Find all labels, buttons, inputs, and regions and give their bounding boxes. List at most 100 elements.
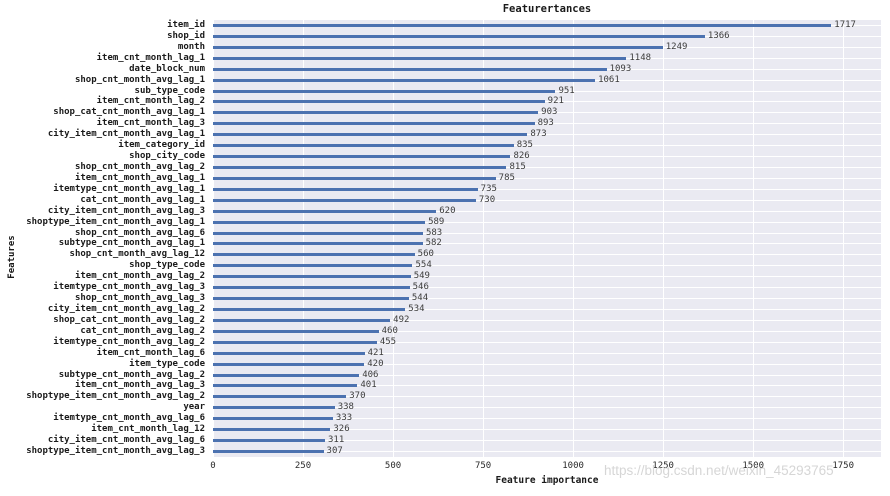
y-tick-label: shop_cnt_month_avg_lag_6: [74, 227, 205, 238]
y-tick-label: shop_type_code: [129, 260, 205, 271]
y-tick-label: date_block_num: [129, 63, 205, 74]
bar: [213, 122, 535, 126]
bar-value-label: 815: [509, 161, 526, 172]
x-tick-label: 1000: [562, 461, 584, 471]
y-tick-label: shoptype_item_cnt_month_avg_lag_2: [26, 391, 205, 402]
horizontal-gridline: [213, 440, 881, 442]
bar-value-label: 546: [412, 282, 429, 293]
horizontal-gridline: [213, 188, 881, 190]
watermark: https://blog.csdn.net/weixin_45293765: [604, 463, 834, 478]
bar: [213, 209, 437, 213]
horizontal-gridline: [213, 101, 881, 103]
x-tick-label: 750: [474, 461, 492, 471]
y-tick-label: subtype_cnt_month_avg_lag_2: [58, 369, 205, 380]
y-tick-label: item_cnt_month_lag_3: [96, 118, 205, 129]
x-tick-label: 1500: [742, 461, 764, 471]
bar-value-label: 735: [480, 183, 497, 194]
bar: [213, 100, 545, 104]
x-tick-label: 500: [384, 461, 402, 471]
bar-value-label: 873: [530, 129, 547, 140]
bar: [213, 308, 406, 311]
horizontal-gridline: [213, 210, 881, 212]
bar: [213, 34, 705, 38]
y-tick-label: month: [177, 41, 205, 52]
bar: [213, 450, 324, 454]
y-tick-label: item_id: [167, 19, 205, 30]
horizontal-gridline: [213, 134, 881, 136]
y-tick-label: itemtype_cnt_month_avg_lag_3: [53, 282, 205, 293]
horizontal-gridline: [213, 156, 881, 158]
vertical-gridline: [303, 20, 305, 457]
y-tick-label: subtype_cnt_month_avg_lag_1: [58, 238, 205, 249]
bar-value-label: 370: [349, 391, 366, 402]
bar-value-label: 560: [417, 249, 434, 260]
bar: [213, 406, 335, 410]
horizontal-gridline: [213, 418, 881, 420]
horizontal-gridline: [213, 232, 881, 234]
bar-value-label: 421: [367, 347, 384, 358]
horizontal-gridline: [213, 309, 881, 310]
bar: [213, 165, 507, 169]
y-tick-label: city_item_cnt_month_avg_lag_2: [47, 304, 205, 314]
vertical-gridline: [573, 20, 575, 457]
y-tick-label: item_cnt_month_avg_lag_2: [74, 271, 205, 282]
horizontal-gridline: [213, 276, 881, 278]
bar: [213, 286, 410, 290]
horizontal-gridline: [213, 429, 881, 431]
horizontal-gridline: [213, 287, 881, 289]
y-tick-label: shop_id: [167, 30, 205, 41]
bar: [213, 187, 478, 191]
bar-value-label: 921: [547, 96, 564, 107]
bar-value-label: 1249: [665, 41, 688, 52]
horizontal-gridline: [213, 298, 881, 300]
plot-area: 1717 1366 1249 1148 1093 1061 951 921 903 893 873 8…: [213, 20, 881, 457]
bar: [213, 176, 496, 180]
bar-value-label: 311: [327, 435, 345, 446]
y-tick-label: shop_cnt_month_avg_lag_3: [74, 293, 205, 304]
y-tick-label: shop_city_code: [129, 151, 205, 162]
horizontal-gridline: [213, 254, 881, 256]
bar: [213, 144, 514, 148]
bar: [213, 198, 476, 202]
bar: [213, 56, 627, 60]
bar-value-label: 406: [362, 369, 379, 380]
y-tick-label: itemtype_cnt_month_avg_lag_6: [53, 413, 205, 424]
bar: [213, 45, 663, 49]
y-tick-label: shoptype_item_cnt_month_avg_lag_1: [26, 216, 205, 227]
bar-value-label: 583: [425, 227, 443, 238]
bar-value-label: 492: [393, 314, 410, 325]
vertical-gridline: [663, 20, 665, 457]
horizontal-gridline: [213, 396, 881, 398]
bar-value-label: 893: [537, 118, 554, 129]
horizontal-gridline: [213, 177, 881, 179]
y-tick-label: city_item_cnt_month_avg_lag_3: [47, 205, 205, 216]
bar: [213, 417, 333, 421]
bar-value-label: 455: [379, 336, 397, 347]
bar: [213, 67, 607, 71]
bar: [213, 231, 423, 235]
x-tick-label: 250: [294, 461, 312, 471]
y-tick-label: shop_cnt_month_avg_lag_1: [74, 74, 205, 85]
bar-value-label: 785: [498, 172, 515, 183]
chart-title: Featurertances: [502, 3, 592, 15]
y-tick-label: shop_cnt_month_avg_lag_2: [74, 161, 205, 172]
bar: [213, 155, 511, 159]
bar-value-label: 460: [381, 325, 398, 336]
bar-value-label: 534: [408, 304, 425, 314]
y-tick-label: shop_cat_cnt_month_avg_lag_1: [53, 107, 205, 118]
bar-value-label: 589: [428, 216, 445, 227]
bar-value-label: 582: [425, 238, 442, 249]
bar: [213, 297, 409, 301]
horizontal-gridline: [213, 374, 881, 376]
y-tick-label: year: [183, 402, 205, 413]
bar: [213, 428, 331, 432]
bar: [213, 89, 556, 93]
bar: [213, 111, 539, 115]
bar: [213, 384, 358, 388]
y-tick-label: shop_cnt_month_avg_lag_12: [69, 249, 205, 260]
y-tick-label: item_cnt_month_lag_12: [91, 424, 205, 435]
bar-value-label: 1148: [629, 52, 652, 63]
bar-value-label: 307: [326, 446, 343, 457]
bar: [213, 395, 347, 399]
